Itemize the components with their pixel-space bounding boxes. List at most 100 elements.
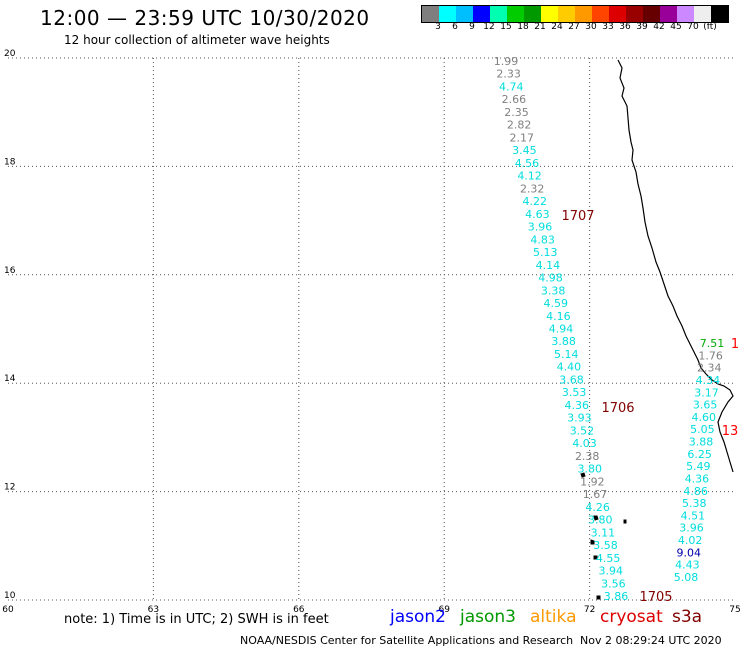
track-value: 3.45 <box>512 144 537 157</box>
track-right-values: 7.511.762.344.343.173.654.605.053.886.25… <box>674 337 725 584</box>
color-scale-label: 9 <box>469 22 475 32</box>
color-scale-label: 45 <box>670 22 682 32</box>
track-value: 5.49 <box>686 460 711 473</box>
satellite-jason3: jason3 <box>460 607 516 627</box>
track-value: 4.86 <box>683 485 708 498</box>
longitude-tick-label: 66 <box>293 605 305 615</box>
track-value: 4.36 <box>564 399 589 412</box>
credit-text: NOAA/NESDIS Center for Satellite Applica… <box>240 634 574 647</box>
track-value: 2.17 <box>509 131 534 144</box>
track-value: 3.88 <box>551 335 576 348</box>
track-value: 1.99 <box>494 55 519 68</box>
track-value: 4.02 <box>678 534 703 547</box>
satellite-s3a: s3a <box>672 607 703 627</box>
track-value: 9.04 <box>676 546 701 559</box>
map-title: 12:00 — 23:59 UTC 10/30/2020 <box>40 6 370 30</box>
color-swatch <box>422 6 439 22</box>
track-value: 3.80 <box>578 463 603 476</box>
track-value: 5.05 <box>690 423 715 436</box>
track-value: 4.40 <box>557 361 582 374</box>
track-time-label: 1 <box>731 337 739 352</box>
track-value: 4.26 <box>585 501 610 514</box>
color-scale-label: 21 <box>534 22 546 32</box>
color-swatch <box>626 6 643 22</box>
track-time-label: 13 <box>722 424 739 439</box>
track-value: 3.68 <box>559 373 584 386</box>
map-subtitle: 12 hour collection of altimeter wave hei… <box>64 33 330 47</box>
track-value: 4.55 <box>596 552 621 565</box>
track-time-label: 1705 <box>639 590 672 605</box>
latitude-tick-label: 20 <box>4 49 16 59</box>
latitude-tick-label: 18 <box>4 157 16 167</box>
track-value: 3.52 <box>570 424 595 437</box>
longitude-tick-label: 75 <box>729 605 740 615</box>
coastline <box>617 59 734 473</box>
track-value: 3.96 <box>679 522 704 535</box>
color-scale-label: 15 <box>500 22 512 32</box>
track-value: 3.56 <box>601 577 626 590</box>
track-value: 3.93 <box>567 412 592 425</box>
note-text: note: 1) Time is in UTC; 2) SWH is in fe… <box>64 612 329 627</box>
track-value: 2.34 <box>697 362 722 375</box>
track-value: 5.38 <box>682 497 707 510</box>
color-swatch <box>490 6 507 22</box>
latitude-tick-label: 10 <box>4 591 16 601</box>
satellite-jason2: jason2 <box>390 607 446 627</box>
color-scale-bar <box>421 5 729 23</box>
color-scale-label: 24 <box>551 22 563 32</box>
color-scale-label: 33 <box>602 22 614 32</box>
color-swatch <box>439 6 456 22</box>
track-value: 2.32 <box>520 182 545 195</box>
longitude-tick-label: 60 <box>2 605 14 615</box>
track-value: 3.65 <box>693 399 718 412</box>
track-value: 4.83 <box>530 233 555 246</box>
track-value: 3.86 <box>604 590 629 603</box>
color-swatch <box>677 6 694 22</box>
track-value: 3.96 <box>528 221 553 234</box>
track-time-label: 1707 <box>561 209 594 224</box>
longitude-tick-label: 63 <box>148 605 159 615</box>
track-value: 4.98 <box>538 272 563 285</box>
track-value: 4.59 <box>544 297 569 310</box>
color-swatch <box>507 6 524 22</box>
color-swatch <box>660 6 677 22</box>
color-scale-label: (ft) <box>703 22 717 32</box>
latitude-tick-label: 14 <box>4 374 16 384</box>
color-swatch <box>558 6 575 22</box>
color-swatch <box>473 6 490 22</box>
track-value: 2.82 <box>507 119 532 132</box>
color-scale-label: 18 <box>517 22 529 32</box>
track-value: 4.74 <box>499 80 524 93</box>
track-value: 6.25 <box>687 448 712 461</box>
timestamp-text: Nov 2 08:29:24 UTC 2020 <box>580 634 722 647</box>
track-value: 7.51 <box>700 337 725 350</box>
color-scale-label: 30 <box>585 22 597 32</box>
color-scale-label: 6 <box>452 22 458 32</box>
track-value: 3.53 <box>562 386 587 399</box>
track-value: 3.88 <box>689 436 714 449</box>
color-swatch <box>643 6 660 22</box>
latitude-tick-label: 16 <box>4 266 16 276</box>
track-value: 4.12 <box>517 170 542 183</box>
track-value: 2.33 <box>496 68 521 81</box>
track-value: 4.03 <box>572 437 597 450</box>
track-value: 5.08 <box>674 571 699 584</box>
track-value: 4.63 <box>525 208 550 221</box>
color-scale-label: 3 <box>435 22 441 32</box>
track-time-label: 1706 <box>601 401 634 416</box>
color-swatch <box>694 6 711 22</box>
longitude-tick-label: 72 <box>584 605 595 615</box>
latitude-tick-label: 12 <box>4 483 15 493</box>
track-value: 4.43 <box>675 559 700 572</box>
track-value: 3.38 <box>541 284 566 297</box>
track-value: 4.34 <box>696 374 721 387</box>
axis-tick-labels: 60 63 66 69 72 75 20 18 16 14 12 10 <box>2 49 740 615</box>
track-value: 4.94 <box>549 323 574 336</box>
track-value: 5.13 <box>533 246 558 259</box>
color-swatch <box>575 6 592 22</box>
track-value: 4.22 <box>523 195 548 208</box>
track-value: 4.36 <box>685 472 710 485</box>
track-value: 2.66 <box>502 93 527 106</box>
color-scale-label: 42 <box>653 22 665 32</box>
